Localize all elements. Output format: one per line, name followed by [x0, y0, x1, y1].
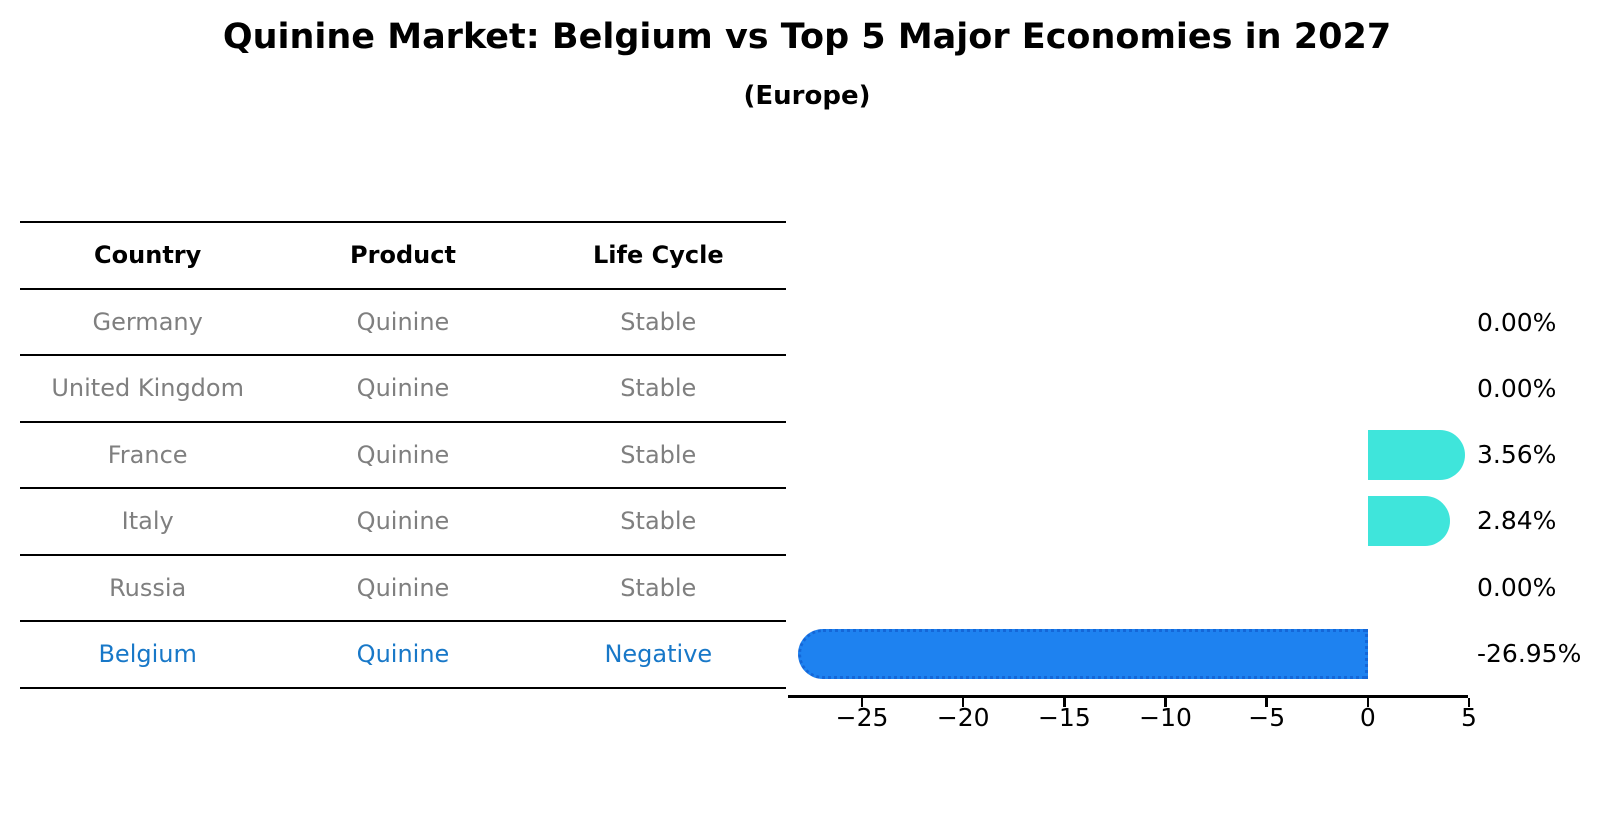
cell-belgium: Belgium	[98, 640, 197, 669]
chart-subtitle: (Europe)	[743, 81, 871, 111]
value-label-germany: 0.00%	[1477, 307, 1557, 337]
cell-russia: Russia	[109, 573, 187, 602]
country-table: Country Product Life Cycle Germany Quinine St…	[20, 221, 786, 689]
table-row-italy: Italy Quinine Stable	[20, 489, 786, 556]
x-tick--5	[1265, 698, 1268, 707]
table-row-united-kingdom: United Kingdom Quinine Stable	[20, 356, 786, 423]
table-row-france: France Quinine Stable	[20, 423, 786, 489]
x-tick-label-5: 5	[1461, 703, 1477, 732]
cell-italy: Italy	[121, 507, 174, 536]
value-label-united-kingdom: 0.00%	[1477, 373, 1557, 403]
cell-quinine: Quinine	[356, 307, 450, 336]
value-label-france: 3.56%	[1477, 440, 1557, 470]
x-tick-label--25: −25	[835, 703, 889, 732]
x-tick--25	[860, 698, 864, 707]
value-label-italy: 2.84%	[1477, 506, 1557, 536]
bar-france	[1367, 429, 1465, 480]
column-header-life-cycle: Life Cycle	[593, 241, 724, 270]
cell-germany: Germany	[92, 307, 203, 336]
x-tick-label--15: −15	[1037, 703, 1091, 732]
cell-stable: Stable	[620, 440, 697, 469]
cell-france: France	[107, 440, 188, 469]
cell-quinine: Quinine	[356, 507, 450, 536]
cell-united-kingdom: United Kingdom	[51, 374, 244, 403]
column-header-product: Product	[350, 241, 456, 270]
cell-stable: Stable	[620, 507, 697, 536]
table-row-germany: Germany Quinine Stable	[20, 290, 786, 356]
x-tick--10	[1164, 698, 1167, 707]
x-tick-label--20: −20	[936, 703, 990, 732]
x-tick-0	[1366, 698, 1370, 707]
x-axis	[788, 695, 1468, 698]
x-tick--15	[1063, 698, 1066, 707]
x-tick-5	[1467, 698, 1471, 707]
table-row-russia: Russia Quinine Stable	[20, 556, 786, 622]
table-row-belgium: Belgium Quinine Negative	[20, 622, 786, 689]
bar-italy	[1367, 495, 1451, 546]
value-label-belgium: -26.95%	[1477, 639, 1582, 668]
cell-stable: Stable	[620, 374, 697, 403]
x-tick-label--5: −5	[1248, 703, 1286, 732]
cell-stable: Stable	[620, 573, 697, 602]
cell-quinine: Quinine	[356, 374, 450, 403]
chart-title: Quinine Market: Belgium vs Top 5 Major E…	[222, 17, 1392, 57]
bar-belgium	[797, 628, 1368, 679]
cell-quinine: Quinine	[356, 640, 450, 669]
table-header-row: Country Product Life Cycle	[20, 223, 786, 290]
value-label-russia: 0.00%	[1477, 572, 1557, 602]
x-tick-label-0: 0	[1359, 703, 1376, 732]
cell-negative: Negative	[604, 640, 713, 669]
x-tick--20	[961, 698, 965, 707]
cell-quinine: Quinine	[356, 440, 450, 469]
cell-quinine: Quinine	[356, 573, 450, 602]
column-header-country: Country	[94, 241, 202, 270]
cell-stable: Stable	[620, 307, 697, 336]
x-tick-label--10: −10	[1139, 703, 1192, 732]
